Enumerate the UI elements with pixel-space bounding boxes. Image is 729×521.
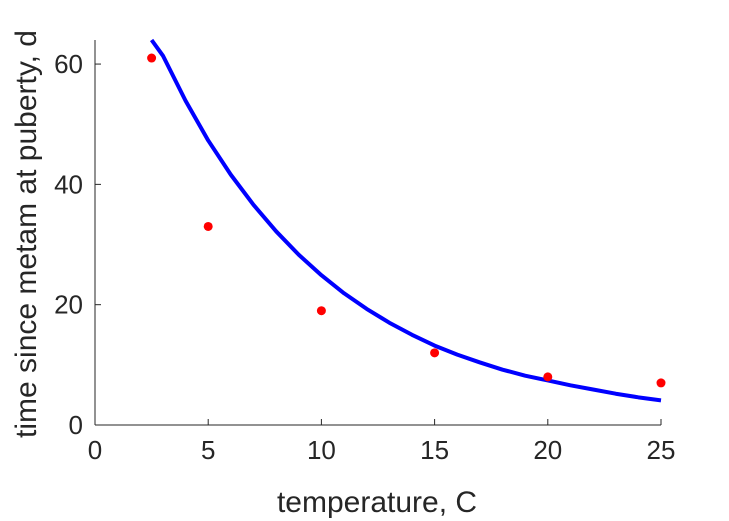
tick-labels: 0 5 10 15 20 25 0 20 40 60 — [54, 49, 675, 465]
y-tick-label: 60 — [54, 49, 83, 79]
fitted-curve — [149, 38, 662, 403]
data-point — [316, 306, 326, 316]
x-tick-label: 5 — [201, 435, 215, 465]
plot-area — [147, 38, 666, 403]
x-axis-label: temperature, C — [277, 486, 477, 519]
x-tick-label: 25 — [647, 435, 676, 465]
x-tick-label: 10 — [307, 435, 336, 465]
y-tick-label: 40 — [54, 169, 83, 199]
data-point — [430, 348, 440, 358]
y-axis-label: time since metam at puberty, d — [10, 30, 43, 438]
x-tick-label: 20 — [533, 435, 562, 465]
y-tick-label: 20 — [54, 290, 83, 320]
data-point — [203, 221, 213, 231]
y-tick-label: 0 — [69, 410, 83, 440]
data-point — [543, 372, 553, 382]
axes — [94, 40, 662, 426]
x-tick-label: 0 — [88, 435, 102, 465]
data-point — [656, 378, 666, 388]
data-point — [147, 53, 157, 63]
x-tick-label: 15 — [420, 435, 449, 465]
